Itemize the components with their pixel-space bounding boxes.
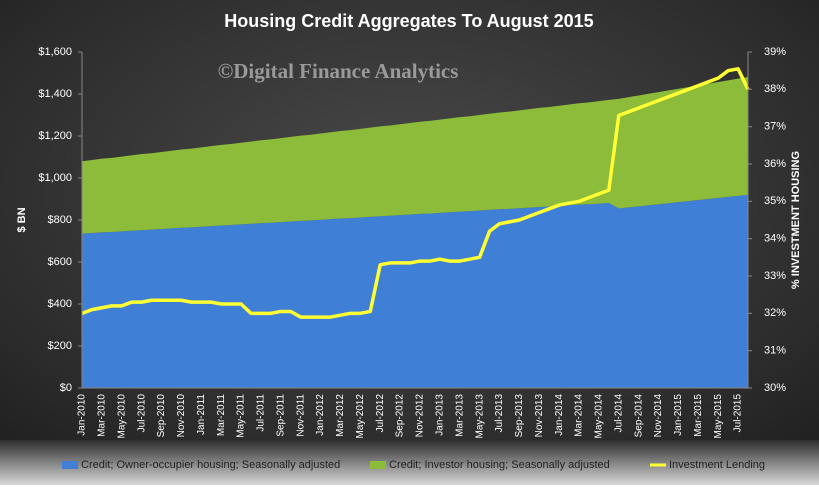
y-tick-label: $1,600 [38, 46, 72, 58]
legend-swatch [370, 461, 386, 469]
area [82, 194, 748, 388]
x-tick-label: Mar-2013 [454, 394, 465, 437]
x-tick-label: Nov-2011 [295, 394, 306, 437]
x-tick-label: Jul-2011 [256, 394, 267, 432]
y2-tick-label: 37% [764, 121, 786, 133]
x-tick-label: Jul-2012 [375, 394, 386, 433]
x-tick-label: Jan-2010 [77, 394, 88, 436]
chart-title: Housing Credit Aggregates To August 2015 [224, 11, 593, 31]
x-tick-label: Nov-2013 [534, 394, 545, 438]
x-tick-label: Jul-2013 [494, 394, 505, 433]
y2-tick-label: 33% [764, 270, 786, 282]
x-tick-label: Mar-2014 [574, 394, 585, 437]
x-tick-label: Jan-2015 [673, 394, 684, 436]
y2-tick-label: 38% [764, 83, 786, 95]
x-tick-label: Sep-2010 [156, 394, 167, 438]
y2-tick-label: 32% [764, 307, 786, 319]
y-tick-label: $1,000 [38, 172, 72, 184]
x-tick-label: Jan-2011 [196, 394, 207, 435]
y2-tick-label: 36% [764, 158, 786, 170]
legend-swatch [62, 461, 78, 469]
y2-tick-label: 39% [764, 46, 786, 58]
legend-label: Credit; Owner-occupier housing; Seasonal… [81, 459, 340, 471]
x-tick-label: Sep-2013 [514, 394, 525, 438]
x-tick-label: Jan-2014 [554, 394, 565, 436]
y-tick-label: $800 [48, 214, 72, 226]
line [81, 67, 750, 319]
x-tick-label: Mar-2012 [335, 394, 346, 437]
x-tick-label: Sep-2011 [275, 394, 286, 437]
x-tick-label: May-2011 [236, 394, 247, 438]
x-tick-label: Sep-2012 [395, 394, 406, 438]
x-tick-label: Jul-2014 [613, 394, 624, 433]
x-tick-label: May-2010 [116, 394, 127, 439]
x-tick-label: Jan-2013 [434, 394, 445, 436]
area [82, 76, 748, 234]
y2-tick-label: 34% [764, 233, 786, 245]
x-tick-label: Nov-2012 [415, 394, 426, 438]
x-tick-label: Mar-2015 [693, 394, 704, 437]
y2-tick-label: 35% [764, 195, 786, 207]
y-axis-title: $ BN [16, 207, 28, 232]
y-tick-label: $1,400 [38, 88, 72, 100]
y2-axis-title: % INVESTMENT HOUSING [790, 151, 802, 289]
x-tick-label: Jul-2010 [136, 394, 147, 433]
watermark: ©Digital Finance Analytics [218, 59, 459, 83]
x-tick-label: May-2014 [594, 394, 605, 439]
x-tick-label: Sep-2014 [633, 394, 644, 438]
x-tick-label: Nov-2014 [653, 394, 664, 438]
x-tick-label: Jul-2015 [733, 394, 744, 433]
y-tick-label: $200 [48, 340, 72, 352]
y2-tick-label: 30% [764, 382, 786, 394]
legend-background [0, 440, 819, 485]
x-tick-label: Mar-2010 [97, 394, 108, 437]
x-tick-label: May-2013 [474, 394, 485, 439]
y-tick-label: $400 [48, 298, 72, 310]
y2-tick-label: 31% [764, 345, 786, 357]
x-tick-label: Jan-2012 [315, 394, 326, 436]
legend-label: Credit; Investor housing; Seasonally adj… [389, 459, 610, 471]
x-tick-label: May-2012 [355, 394, 366, 439]
x-tick-label: May-2015 [713, 394, 724, 439]
y-tick-label: $0 [60, 382, 72, 394]
legend-label: Investment Lending [669, 459, 765, 471]
y-tick-label: $600 [48, 256, 72, 268]
y-tick-label: $1,200 [38, 130, 72, 142]
x-tick-label: Mar-2011 [216, 394, 227, 436]
x-tick-label: Nov-2010 [176, 394, 187, 438]
